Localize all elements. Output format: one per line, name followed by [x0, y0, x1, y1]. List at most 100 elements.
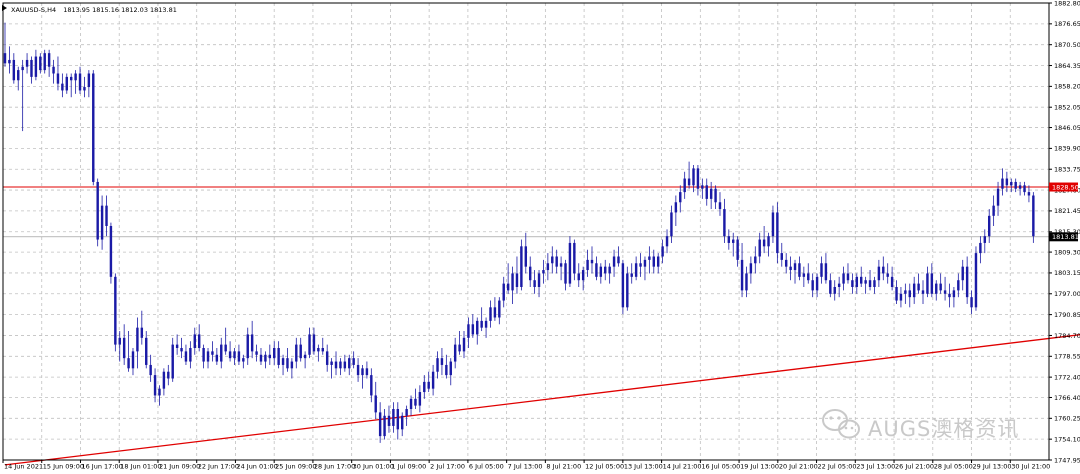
price-tag-current-bg	[1049, 232, 1078, 242]
candle-body	[330, 361, 333, 365]
candle-body	[679, 192, 682, 203]
candle-body	[595, 263, 598, 277]
x-tick-label: 7 Jul 13:00	[508, 463, 543, 471]
candle-body	[930, 273, 934, 294]
y-tick-label: 1747.95	[1054, 456, 1080, 464]
candle-body	[776, 212, 779, 254]
candle-body	[1027, 192, 1031, 196]
candle-body	[52, 66, 55, 74]
candle-body	[807, 273, 810, 281]
candle-body	[136, 327, 139, 352]
candle-body	[608, 266, 611, 274]
chart-menu-arrow-icon[interactable]	[2, 5, 7, 11]
candle-body	[723, 209, 726, 237]
candle-body	[242, 358, 245, 362]
candle-body	[912, 283, 916, 298]
x-tick-label: 30 Jul 21:00	[1011, 463, 1050, 471]
candle-body	[873, 280, 876, 287]
price-tag-horizontal-line: 1828.50	[1049, 182, 1079, 192]
candle-body	[290, 361, 294, 369]
candle-body	[868, 280, 872, 287]
candle-body	[705, 185, 708, 199]
candle-body	[30, 59, 33, 77]
candle-body	[228, 351, 232, 359]
candle-body	[802, 273, 806, 277]
candle-body	[1032, 195, 1035, 237]
y-tick-label: 1852.05	[1054, 104, 1080, 112]
candle-body	[100, 205, 104, 240]
candle-body	[396, 408, 400, 430]
y-tick-label: 1790.85	[1054, 311, 1080, 319]
candle-body	[568, 242, 572, 284]
candle-body	[573, 242, 576, 274]
x-tick-label: 22 Jul 05:00	[818, 463, 857, 471]
candle-body	[520, 246, 523, 287]
candle-body	[670, 212, 673, 237]
candle-body	[171, 344, 174, 379]
candle-body	[47, 53, 51, 67]
candle-body	[431, 371, 435, 389]
candle-body	[506, 283, 510, 291]
y-tick-label: 1846.05	[1054, 124, 1080, 132]
candle-body	[754, 256, 757, 264]
ohlc-values: 1813.95 1815.16 1812.03 1813.81	[63, 6, 177, 14]
x-tick-label: 20 Jul 21:00	[779, 463, 818, 471]
candle-body	[935, 283, 938, 294]
candle-body	[286, 358, 289, 369]
candle-body	[458, 344, 461, 352]
x-tick-label: 18 Jun 01:00	[120, 463, 161, 471]
candle-body	[122, 337, 126, 359]
candle-body	[586, 259, 589, 271]
candle-body	[39, 56, 42, 71]
candle-body	[824, 263, 828, 281]
watermark: AUGS澳格资讯	[822, 409, 1018, 441]
candle-body	[131, 351, 135, 369]
x-tick-label: 22 Jun 17:00	[198, 463, 239, 471]
candle-body	[387, 415, 391, 426]
symbol-ohlc-header: XAUUSD-S,H4 1813.95 1815.16 1812.03 1813…	[11, 6, 177, 14]
candle-body	[895, 286, 898, 301]
candle-body	[692, 168, 695, 186]
candle-body	[864, 280, 867, 284]
x-tick-label: 14 Jun 2021	[4, 463, 43, 471]
candle-body	[180, 347, 183, 352]
candle-body	[220, 344, 223, 362]
candle-body	[321, 347, 324, 352]
candle-body	[842, 273, 845, 284]
x-tick-label: 25 Jun 09:00	[275, 463, 316, 471]
x-tick-label: 26 Jul 21:00	[895, 463, 934, 471]
candle-body	[1018, 185, 1022, 189]
candle-body	[921, 290, 925, 294]
candle-body	[21, 66, 24, 71]
candle-body	[462, 337, 466, 352]
x-tick-label: 16 Jul 05:00	[701, 463, 740, 471]
candle-body	[511, 273, 514, 291]
candle-body	[453, 344, 457, 362]
candle-body	[577, 273, 580, 281]
candle-body	[445, 364, 448, 376]
candle-body	[515, 273, 519, 287]
candle-body	[815, 276, 819, 291]
candle-body	[480, 320, 483, 328]
candle-body	[127, 358, 130, 369]
candle-body	[555, 256, 558, 267]
candle-body	[877, 266, 881, 281]
candle-body	[87, 73, 91, 88]
x-tick-label: 8 Jul 21:00	[546, 463, 581, 471]
x-tick-label: 24 Jun 01:00	[236, 463, 277, 471]
candle-body	[908, 290, 911, 298]
candle-body	[392, 408, 395, 426]
candle-body	[476, 320, 479, 335]
support-trendline	[4, 334, 1080, 466]
candle-body	[630, 273, 633, 277]
y-tick-label: 1864.35	[1054, 62, 1080, 70]
x-tick-label: 19 Jul 13:00	[740, 463, 779, 471]
candle-body	[140, 327, 144, 338]
candle-body	[34, 56, 38, 77]
candle-body	[405, 408, 408, 416]
candle-body	[882, 266, 885, 274]
candle-body	[25, 59, 29, 67]
candle-body	[145, 337, 148, 365]
